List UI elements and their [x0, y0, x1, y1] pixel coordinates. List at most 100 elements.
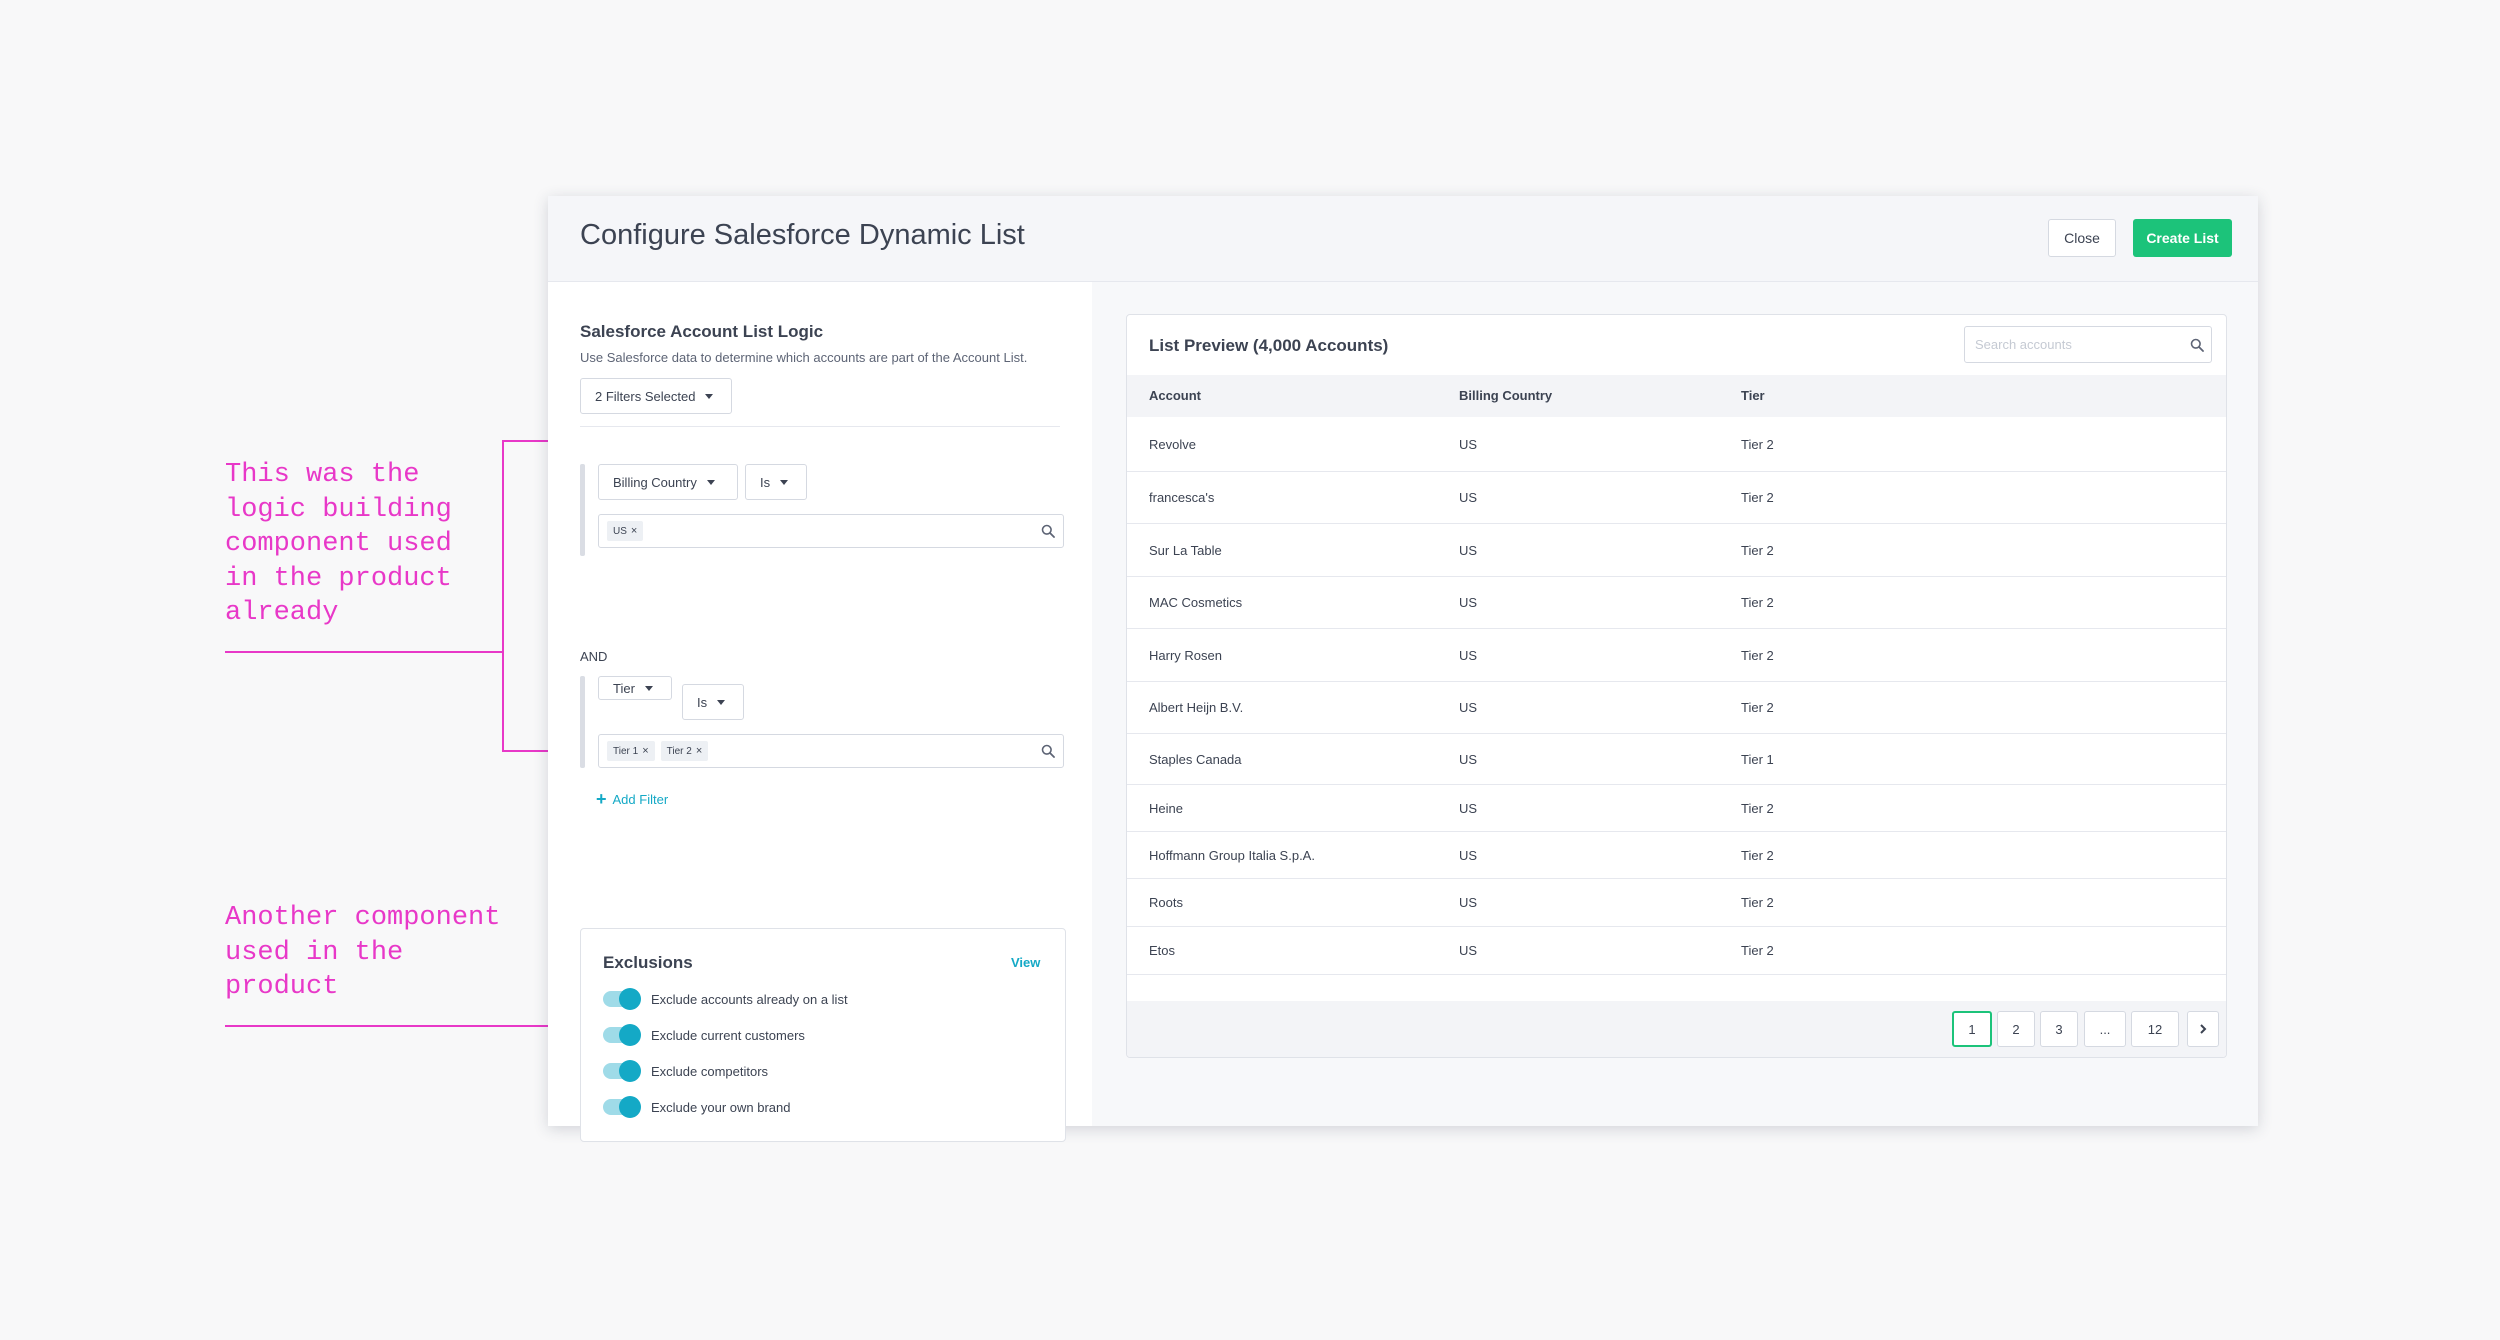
remove-tag-icon[interactable]: × [642, 745, 648, 757]
cell-account: Staples Canada [1149, 752, 1242, 767]
cell-tier: Tier 2 [1741, 801, 1774, 816]
exclusion-toggle[interactable] [603, 1027, 639, 1043]
page-button[interactable]: 2 [1997, 1011, 2035, 1047]
close-button[interactable]: Close [2048, 219, 2116, 257]
toggle-knob [619, 1024, 641, 1046]
exclusions-title: Exclusions [603, 953, 693, 973]
exclusion-label: Exclude current customers [651, 1028, 805, 1043]
exclusion-toggle[interactable] [603, 991, 639, 1007]
cell-billing-country: US [1459, 437, 1477, 452]
exclusions-view-link[interactable]: View [1011, 955, 1040, 970]
remove-tag-icon[interactable]: × [631, 525, 637, 537]
configure-list-modal: Configure Salesforce Dynamic List Close … [548, 196, 2258, 1126]
page-button[interactable]: 12 [2131, 1011, 2179, 1047]
filter-operator-dropdown[interactable]: Is [745, 464, 807, 500]
caret-down-icon [705, 394, 713, 399]
exclusion-row: Exclude competitors [603, 1063, 768, 1079]
cell-tier: Tier 2 [1741, 943, 1774, 958]
cell-account: Sur La Table [1149, 543, 1222, 558]
table-row[interactable]: Etos US Tier 2 [1127, 927, 2226, 975]
filter-values-input[interactable]: Tier 1 × Tier 2 × [598, 734, 1064, 768]
cell-billing-country: US [1459, 895, 1477, 910]
search-icon[interactable] [1041, 524, 1055, 538]
table-row[interactable]: Harry Rosen US Tier 2 [1127, 629, 2226, 682]
exclusion-row: Exclude current customers [603, 1027, 805, 1043]
cell-tier: Tier 2 [1741, 543, 1774, 558]
table-row[interactable]: MAC Cosmetics US Tier 2 [1127, 577, 2226, 629]
page-button[interactable]: ... [2084, 1011, 2126, 1047]
cell-account: Roots [1149, 895, 1183, 910]
exclusions-card: Exclusions View Exclude accounts already… [580, 928, 1066, 1142]
logic-subtitle: Use Salesforce data to determine which a… [580, 350, 1027, 365]
column-header-billing-country[interactable]: Billing Country [1459, 388, 1552, 403]
plus-icon: + [596, 790, 607, 808]
filter-field-dropdown[interactable]: Tier [598, 676, 672, 700]
filters-selected-label: 2 Filters Selected [595, 389, 695, 404]
caret-down-icon [780, 480, 788, 485]
table-row[interactable]: Hoffmann Group Italia S.p.A. US Tier 2 [1127, 832, 2226, 879]
filter-field-dropdown[interactable]: Billing Country [598, 464, 738, 500]
filter-operator-label: Is [760, 475, 770, 490]
annotation-exclusions-note: Another component used in the product [225, 901, 500, 1005]
exclusion-row: Exclude your own brand [603, 1099, 790, 1115]
toggle-knob [619, 1096, 641, 1118]
exclusion-toggle[interactable] [603, 1063, 639, 1079]
table-row[interactable]: francesca's US Tier 2 [1127, 472, 2226, 524]
table-row[interactable]: Revolve US Tier 2 [1127, 417, 2226, 472]
next-page-button[interactable] [2187, 1011, 2219, 1047]
list-logic-panel: Salesforce Account List Logic Use Salesf… [548, 282, 1092, 1126]
list-preview-panel: List Preview (4,000 Accounts) Account Bi… [1092, 282, 2258, 1126]
page-button[interactable]: 3 [2040, 1011, 2078, 1047]
cell-billing-country: US [1459, 801, 1477, 816]
filter-value-tag: Tier 2 × [661, 741, 709, 761]
list-preview-card: List Preview (4,000 Accounts) Account Bi… [1126, 314, 2227, 1058]
cell-account: Hoffmann Group Italia S.p.A. [1149, 848, 1315, 863]
column-header-account[interactable]: Account [1149, 388, 1201, 403]
table-row[interactable]: Roots US Tier 2 [1127, 879, 2226, 927]
page-button[interactable]: 1 [1952, 1011, 1992, 1047]
cell-account: Etos [1149, 943, 1175, 958]
cell-billing-country: US [1459, 848, 1477, 863]
cell-account: Harry Rosen [1149, 648, 1222, 663]
add-filter-label: Add Filter [613, 792, 669, 807]
cell-account: MAC Cosmetics [1149, 595, 1242, 610]
search-accounts-input[interactable] [1964, 326, 2212, 363]
cell-tier: Tier 1 [1741, 752, 1774, 767]
exclusion-label: Exclude accounts already on a list [651, 992, 848, 1007]
pagination-bar: 1 2 3... 12 [1127, 1001, 2226, 1058]
table-row[interactable]: Staples Canada US Tier 1 [1127, 734, 2226, 785]
exclusion-toggle[interactable] [603, 1099, 639, 1115]
filter-operator-dropdown[interactable]: Is [682, 684, 744, 720]
toggle-knob [619, 988, 641, 1010]
search-icon[interactable] [2190, 338, 2204, 352]
filter-values-input[interactable]: US × [598, 514, 1064, 548]
cell-tier: Tier 2 [1741, 895, 1774, 910]
table-header: Account Billing Country Tier [1127, 375, 2226, 417]
filters-selected-dropdown[interactable]: 2 Filters Selected [580, 378, 732, 414]
cell-tier: Tier 2 [1741, 490, 1774, 505]
cell-billing-country: US [1459, 543, 1477, 558]
filter-group-bar [580, 676, 585, 768]
cell-account: francesca's [1149, 490, 1214, 505]
create-list-button[interactable]: Create List [2133, 219, 2232, 257]
caret-down-icon [717, 700, 725, 705]
cell-billing-country: US [1459, 595, 1477, 610]
filter-operator-label: Is [697, 695, 707, 710]
conjunction-label: AND [580, 649, 607, 664]
cell-tier: Tier 2 [1741, 700, 1774, 715]
cell-billing-country: US [1459, 648, 1477, 663]
cell-billing-country: US [1459, 943, 1477, 958]
caret-down-icon [645, 686, 653, 691]
search-icon[interactable] [1041, 744, 1055, 758]
add-filter-button[interactable]: + Add Filter [596, 790, 668, 808]
logic-title: Salesforce Account List Logic [580, 322, 823, 342]
exclusion-label: Exclude your own brand [651, 1100, 790, 1115]
column-header-tier[interactable]: Tier [1741, 388, 1765, 403]
table-row[interactable]: Albert Heijn B.V. US Tier 2 [1127, 682, 2226, 734]
divider [580, 426, 1060, 427]
table-row[interactable]: Heine US Tier 2 [1127, 785, 2226, 832]
filter-value-tag: Tier 1 × [607, 741, 655, 761]
remove-tag-icon[interactable]: × [696, 745, 702, 757]
table-row[interactable]: Sur La Table US Tier 2 [1127, 524, 2226, 577]
annotation-logic-line [225, 651, 503, 653]
